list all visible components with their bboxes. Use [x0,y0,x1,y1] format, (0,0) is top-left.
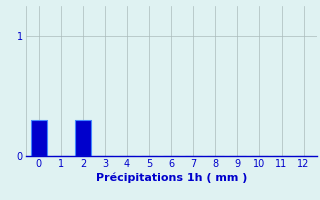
Bar [75,120,91,156]
Bar [31,120,47,156]
X-axis label: Précipitations 1h ( mm ): Précipitations 1h ( mm ) [95,173,247,183]
